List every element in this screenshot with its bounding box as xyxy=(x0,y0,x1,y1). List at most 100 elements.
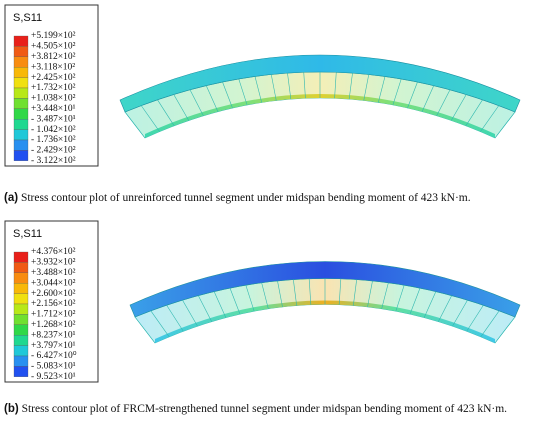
arch-strut xyxy=(480,105,499,132)
color-cell xyxy=(13,98,29,109)
arch-strut xyxy=(338,278,342,305)
color-cell xyxy=(13,108,29,120)
legend-value: - 3.487×10¹ xyxy=(31,114,76,124)
legend-value: +1.732×10² xyxy=(31,83,76,93)
arch-strut xyxy=(494,316,516,344)
arch-stress-band xyxy=(155,300,495,343)
legend-value: - 2.429×10² xyxy=(31,146,76,156)
arch-strut xyxy=(173,94,190,121)
legend-value: +3.932×10² xyxy=(31,258,76,268)
arch-strut xyxy=(392,78,402,106)
legend-value: +2.156×10² xyxy=(31,299,76,309)
arch-strut xyxy=(157,99,175,126)
arch-strut xyxy=(348,73,353,100)
arch-strut xyxy=(303,72,306,99)
legend-value: +3.448×10¹ xyxy=(31,104,76,114)
color-cell xyxy=(13,129,29,141)
arch-strut xyxy=(270,74,277,101)
arch-strut xyxy=(166,305,184,332)
arch-strut xyxy=(134,316,156,344)
color-cell xyxy=(13,345,29,357)
arch-strut xyxy=(466,305,484,332)
legend-value: +8.237×10¹ xyxy=(31,330,76,340)
legend-value: +1.268×10² xyxy=(31,320,76,330)
arch-strut xyxy=(222,81,233,109)
color-cell xyxy=(13,77,29,89)
arch-strut xyxy=(407,81,418,109)
arch-strut xyxy=(124,111,146,139)
legend-value: +3.812×10² xyxy=(31,52,76,62)
arch-strut xyxy=(213,291,227,318)
legend-value: - 5.083×10¹ xyxy=(31,362,76,372)
arch-strut xyxy=(465,99,483,126)
legend-title: S,S11 xyxy=(13,12,42,24)
arch-strut xyxy=(334,72,337,99)
arch-segment xyxy=(129,261,521,344)
color-cell xyxy=(13,87,29,99)
arch-strut xyxy=(189,89,204,116)
arch-strut xyxy=(367,280,373,307)
caption-label: (b) xyxy=(4,403,19,415)
arch-strut xyxy=(141,105,160,132)
arch-strut xyxy=(150,310,170,338)
color-cell xyxy=(13,67,29,78)
arch-strut xyxy=(245,285,255,312)
color-cell xyxy=(13,56,29,68)
arch-strut xyxy=(308,278,312,305)
color-cell xyxy=(13,150,29,161)
color-cell xyxy=(13,272,29,284)
caption: (b) Stress contour plot of FRCM-strength… xyxy=(4,403,507,415)
legend-title: S,S11 xyxy=(13,228,42,240)
legend-value: +1.038×10² xyxy=(31,94,76,104)
arch-strut xyxy=(353,279,357,306)
color-cell xyxy=(13,139,29,151)
arch-strut xyxy=(480,310,500,338)
caption-text: Stress contour plot of FRCM-strengthened… xyxy=(21,403,508,415)
legend-value: +1.712×10² xyxy=(31,310,76,320)
legend-value: - 1.042×10² xyxy=(31,125,76,135)
legend-value: - 1.736×10² xyxy=(31,135,76,145)
legend-value: - 3.122×10² xyxy=(31,156,76,166)
legend-value: +2.425×10² xyxy=(31,73,76,83)
arch-strut xyxy=(229,288,241,315)
color-cell xyxy=(13,293,29,305)
legend-value: - 6.427×10⁰ xyxy=(31,350,77,361)
color-cell xyxy=(13,366,29,377)
arch-strut xyxy=(436,89,451,116)
arch-strut xyxy=(378,76,386,103)
arch-strut xyxy=(182,300,198,327)
arch-strut xyxy=(423,291,437,318)
arch-strut xyxy=(287,73,292,100)
legend-value: - 9.523×10¹ xyxy=(31,372,76,382)
legend-value: +5.199×10² xyxy=(31,31,76,41)
color-cell xyxy=(13,355,29,367)
arch-strut xyxy=(238,78,248,106)
legend-value: +2.600×10² xyxy=(31,289,76,299)
arch-strut xyxy=(450,94,467,121)
color-cell xyxy=(13,46,29,57)
arch-strut xyxy=(438,295,452,322)
arch-strut xyxy=(277,280,283,307)
arch-strut xyxy=(494,111,516,139)
arch-strut xyxy=(409,288,421,315)
color-cell xyxy=(13,251,29,263)
arch-strut xyxy=(395,285,405,312)
arch-strut xyxy=(254,76,262,103)
arch-strut xyxy=(452,300,468,327)
arch-strut xyxy=(421,85,435,112)
legend-value: +4.505×10² xyxy=(31,42,76,52)
color-cell xyxy=(13,262,29,273)
arch-segment xyxy=(119,54,521,139)
color-cell xyxy=(13,314,29,325)
caption-text: Stress contour plot of unreinforced tunn… xyxy=(20,192,471,204)
legend-value: +3.797×10¹ xyxy=(31,341,76,351)
color-cell xyxy=(13,283,29,294)
color-cell xyxy=(13,324,29,336)
arch-strut xyxy=(205,85,219,112)
legend-value: +3.044×10² xyxy=(31,278,76,288)
arch-strut xyxy=(363,74,370,101)
legend-value: +3.488×10² xyxy=(31,268,76,278)
color-cell xyxy=(13,303,29,315)
